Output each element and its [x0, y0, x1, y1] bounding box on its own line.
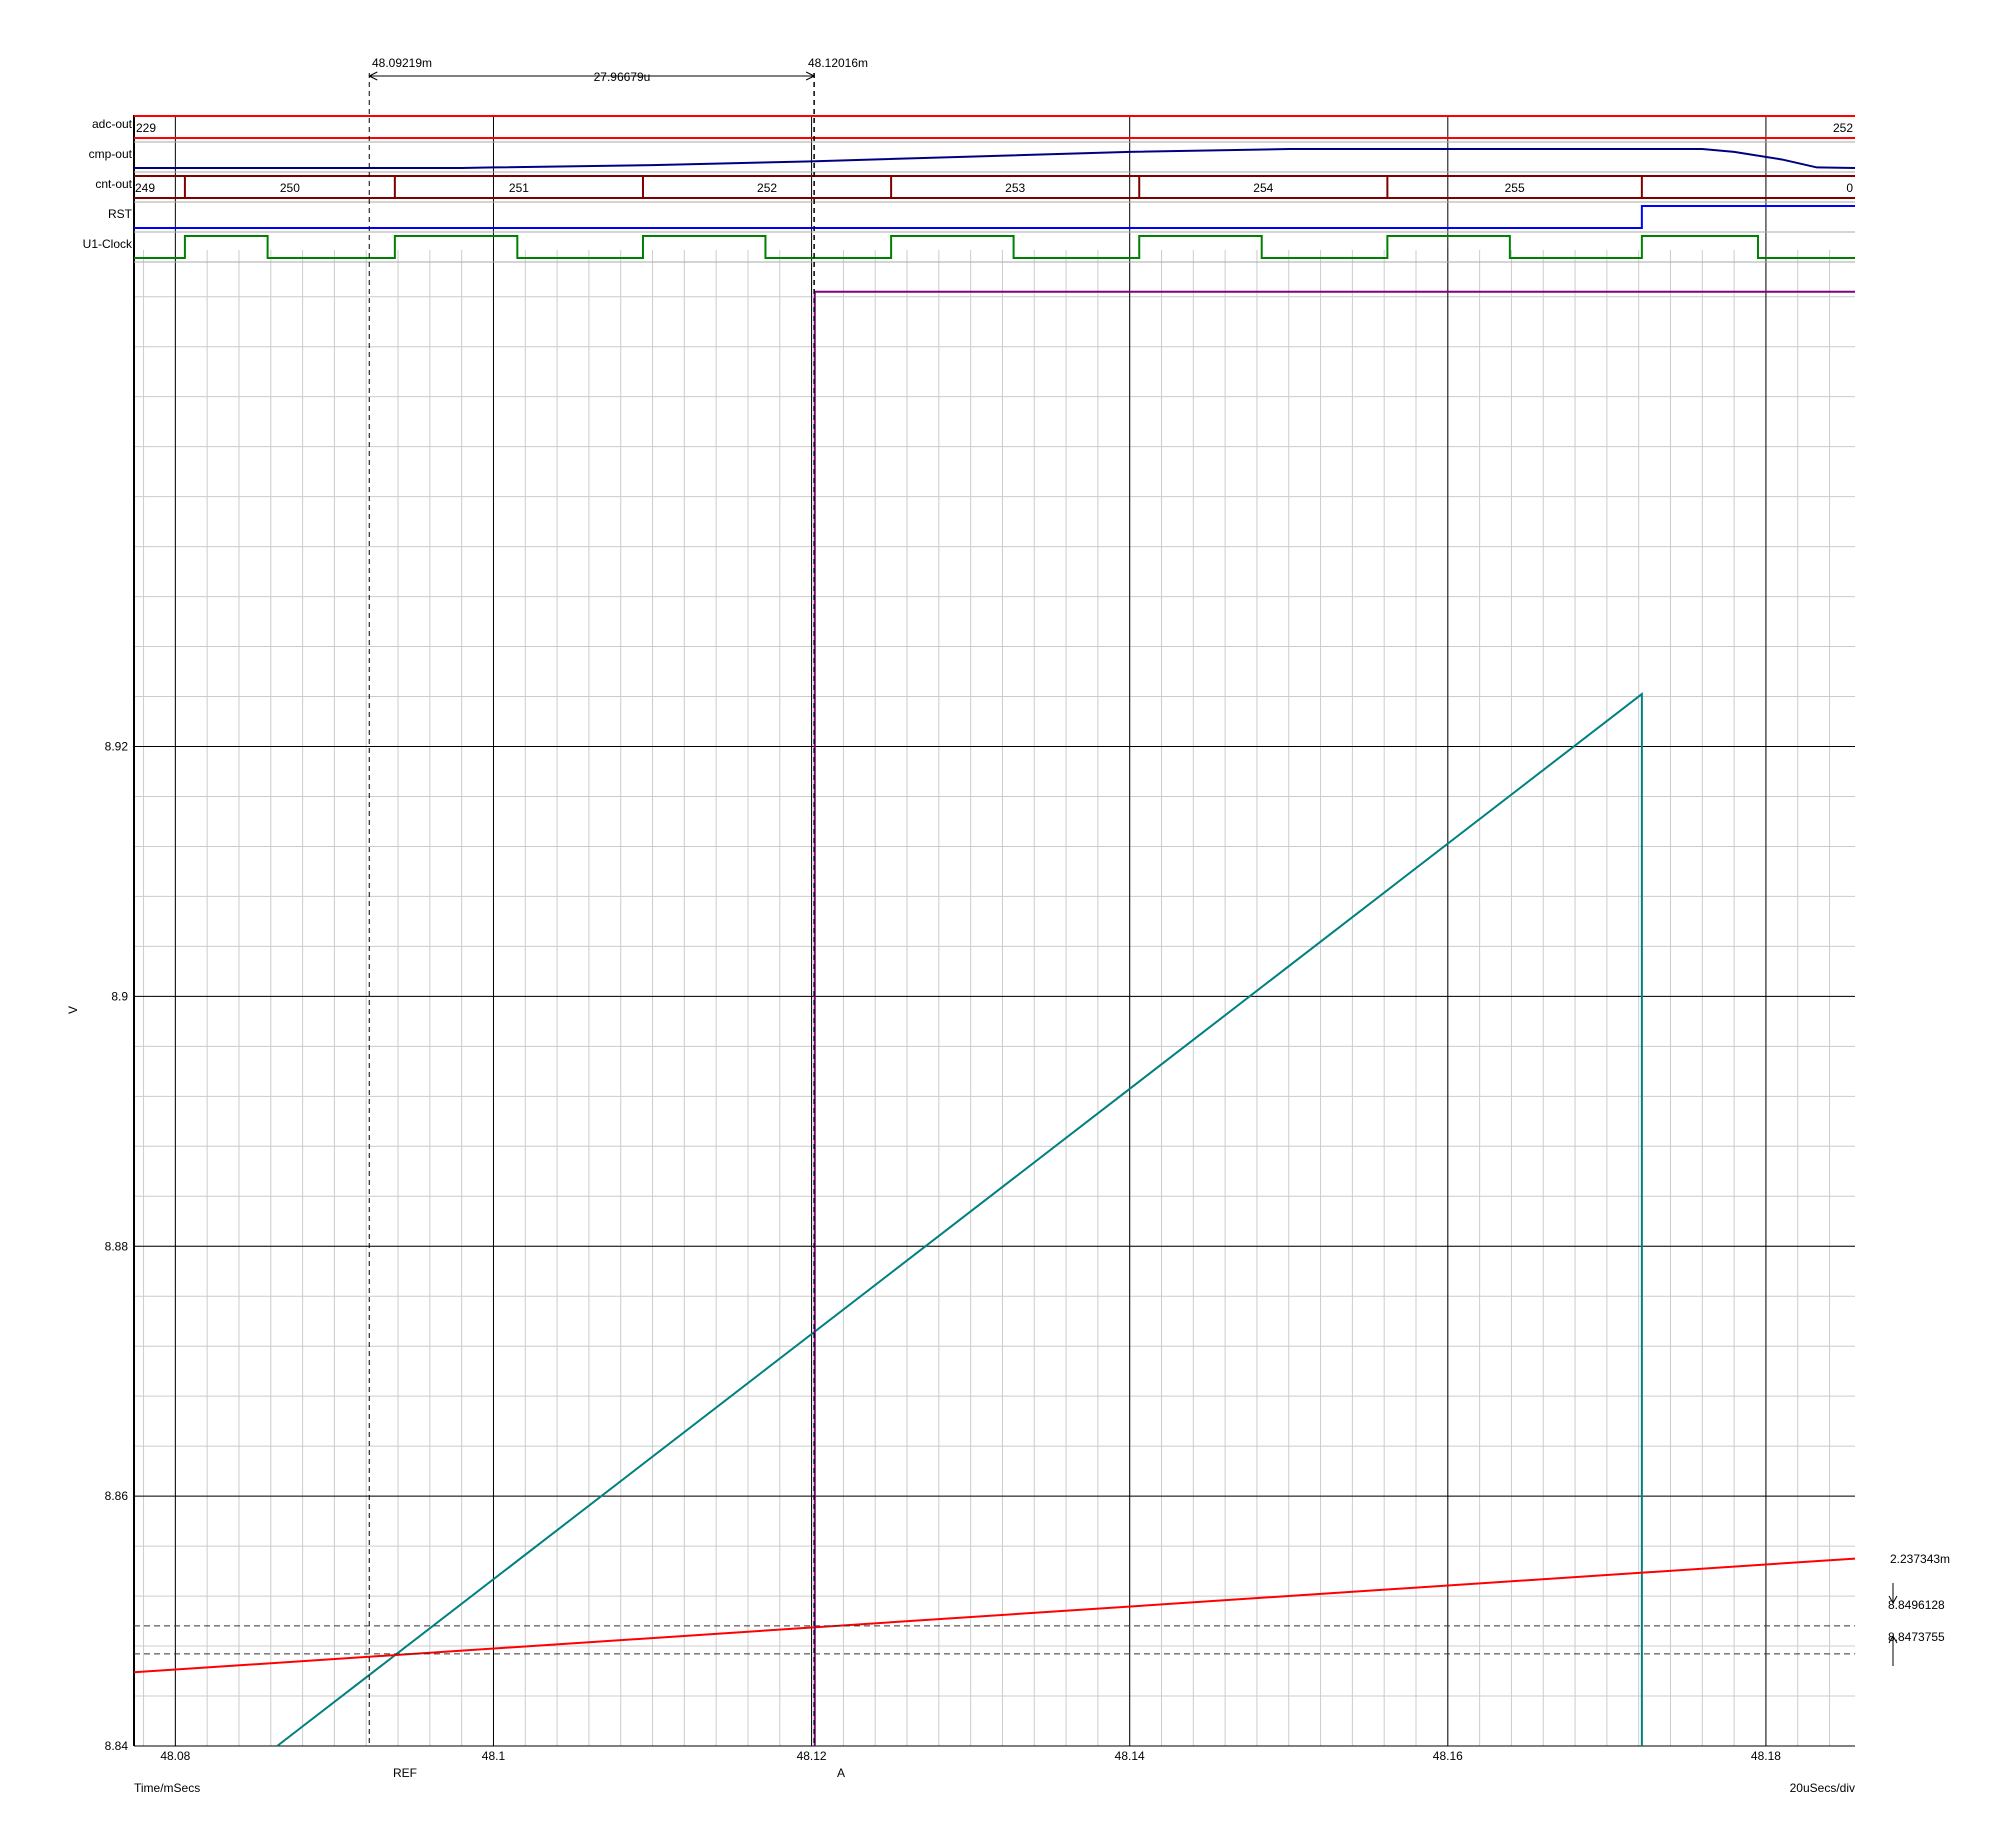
- x-tick-label: 48.14: [1115, 1749, 1145, 1763]
- trace-name: adc-out: [92, 117, 133, 131]
- grid: [133, 115, 1855, 1747]
- bus-value: 250: [280, 181, 300, 195]
- series-line: [133, 1557, 1856, 1674]
- analog-waveform: [134, 148, 1856, 169]
- x-tick-label: 48.18: [1751, 1749, 1781, 1763]
- dy-readout: 2.237343m: [1890, 1552, 1950, 1566]
- y-tick-label: 8.86: [105, 1489, 129, 1503]
- y-tick-label: 8.88: [105, 1239, 129, 1253]
- series-line: [276, 692, 1643, 1747]
- a-cursor-label: A: [837, 1766, 845, 1780]
- axis-labels: 48.08 48.1 48.12 48.14 48.16 48.18 8.84 8.86 8.8…: [105, 740, 1782, 1763]
- y-tick-label: 8.9: [111, 989, 128, 1003]
- y-tick-label: 8.84: [105, 1739, 129, 1753]
- x-tick-label: 48.16: [1433, 1749, 1463, 1763]
- logic-waveform: [134, 235, 1855, 259]
- digital-traces: adc-out 229 252 cmp-out cnt-out 249 250 251 252 2…: [83, 115, 1856, 263]
- cursors: [134, 71, 1898, 1746]
- ref-cursor-label: REF: [393, 1766, 417, 1780]
- x-scale-label: 20uSecs/div: [1790, 1781, 1855, 1795]
- dx-arrow-head-right: [805, 71, 815, 81]
- a-y-readout: 8.8496128: [1888, 1598, 1945, 1612]
- bus-value: 229: [136, 121, 156, 135]
- bus-value: 254: [1253, 181, 1273, 195]
- y-tick-label: 8.92: [105, 740, 129, 754]
- dy-arrow-up-head: [1888, 1635, 1898, 1644]
- bus-value: 255: [1505, 181, 1525, 195]
- bus-value: 252: [757, 181, 777, 195]
- x-tick-label: 48.08: [160, 1749, 190, 1763]
- logic-waveform: [134, 205, 1855, 229]
- x-tick-label: 48.12: [797, 1749, 827, 1763]
- trace-name: RST: [108, 207, 133, 221]
- dy-arrow-down-head: [1888, 1595, 1898, 1604]
- dx-arrow-head-left: [369, 71, 378, 81]
- trace-name: cnt-out: [95, 177, 132, 191]
- analog-series: [133, 290, 1856, 1747]
- trace-name: U1-Clock: [83, 237, 133, 251]
- x-axis-label: Time/mSecs: [134, 1781, 200, 1795]
- trace-name: cmp-out: [89, 147, 133, 161]
- ref-y-readout: 8.8473755: [1888, 1630, 1945, 1644]
- y-axis-label: V: [66, 1006, 80, 1014]
- a-x-readout: 48.12016m: [808, 56, 868, 70]
- dx-readout: 27.96679u: [594, 70, 651, 84]
- bus-value: 253: [1005, 181, 1025, 195]
- bus-value: 252: [1833, 121, 1853, 135]
- x-tick-label: 48.1: [482, 1749, 506, 1763]
- bus-value: 249: [135, 181, 155, 195]
- bus-value: 251: [509, 181, 529, 195]
- bus-value: 0: [1846, 181, 1853, 195]
- ref-x-readout: 48.09219m: [372, 56, 432, 70]
